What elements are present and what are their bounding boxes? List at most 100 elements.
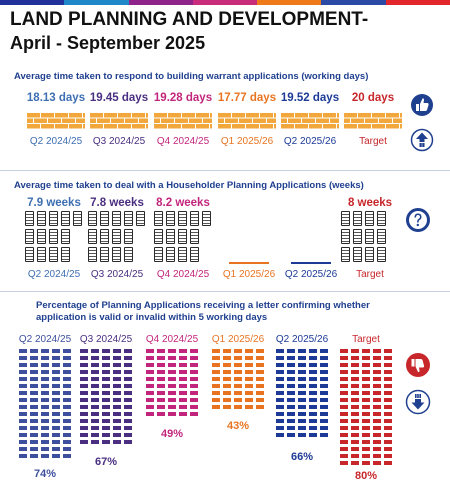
envelope-icon [112, 390, 122, 396]
brick [196, 112, 209, 117]
envelope-icon [383, 439, 393, 445]
envelope-icon [101, 439, 111, 445]
envelope-icon [211, 355, 221, 361]
envelope-icon [79, 425, 89, 431]
envelope-icon [101, 404, 111, 410]
envelope-icon [40, 397, 50, 403]
envelope-icon [62, 383, 72, 389]
document-icon [178, 247, 187, 262]
color-stripe [64, 0, 129, 5]
brick [168, 112, 181, 117]
envelope-icon [297, 397, 307, 403]
valid-letter-percent: 80% [354, 470, 378, 482]
envelope-icon [18, 383, 28, 389]
section-divider [0, 291, 450, 292]
brick [400, 123, 402, 128]
envelope-icon [350, 376, 360, 382]
page-subtitle: April - September 2025 [10, 33, 206, 53]
envelope-icon [286, 383, 296, 389]
valid-letter-quarter-label: Q1 2025/26 [211, 334, 265, 345]
brick [274, 112, 276, 117]
document-icon [377, 229, 386, 244]
envelope-icon [361, 369, 371, 375]
envelope-icon [275, 376, 285, 382]
envelope-icon [112, 383, 122, 389]
envelope-icon [286, 418, 296, 424]
brick [386, 123, 399, 128]
envelope-icon [244, 390, 254, 396]
brick [189, 118, 202, 123]
document-icon [353, 229, 362, 244]
envelope-icon [211, 383, 221, 389]
envelope-icon [350, 439, 360, 445]
envelope-icon [40, 390, 50, 396]
envelope-icon [145, 362, 155, 368]
envelope-icon [79, 376, 89, 382]
building-warrant-quarter-label: Q2 2024/25 [29, 136, 83, 147]
envelope-icon [297, 376, 307, 382]
envelope-icon [101, 397, 111, 403]
envelope-icon [18, 439, 28, 445]
brick [393, 118, 402, 123]
envelope-icon [211, 404, 221, 410]
envelope-icon [361, 460, 371, 466]
envelope-icon [297, 425, 307, 431]
envelope-icon [40, 411, 50, 417]
envelope-icon [90, 397, 100, 403]
document-icon [341, 211, 350, 226]
envelope-icon [350, 390, 360, 396]
color-stripe [192, 0, 258, 5]
envelope-icon [350, 446, 360, 452]
envelope-icon [18, 397, 28, 403]
householder-value: 7.9 weeks [27, 197, 81, 209]
envelope-icon [51, 418, 61, 424]
envelope-icon [18, 425, 28, 431]
document-icon [61, 211, 70, 226]
envelope-icon [372, 397, 382, 403]
valid-letter-quarter-label: Target [352, 334, 380, 345]
envelope-icon [244, 362, 254, 368]
document-icon [49, 229, 58, 244]
envelope-icon [350, 362, 360, 368]
envelope-icon [339, 411, 349, 417]
brick [281, 123, 294, 128]
brick [111, 118, 124, 123]
envelope-icon [62, 404, 72, 410]
envelope-icon [112, 411, 122, 417]
envelope-icon [372, 432, 382, 438]
envelope-icon [372, 348, 382, 354]
envelope-icon [361, 376, 371, 382]
envelope-icon [372, 355, 382, 361]
envelope-icon [233, 390, 243, 396]
envelope-icon [167, 404, 177, 410]
envelope-icon [244, 376, 254, 382]
envelope-icon [211, 397, 221, 403]
envelope-icon [18, 376, 28, 382]
color-stripe [385, 0, 450, 5]
envelope-icon [79, 355, 89, 361]
building-warrant-value: 19.52 days [280, 92, 340, 104]
envelope-icon [167, 411, 177, 417]
envelope-icon [361, 425, 371, 431]
brick [154, 112, 167, 117]
envelope-icon [255, 355, 265, 361]
envelope-icon [29, 355, 39, 361]
envelope-icon [62, 439, 72, 445]
envelope-icon [244, 369, 254, 375]
envelope-icon [79, 362, 89, 368]
envelope-icon [319, 425, 329, 431]
brick [118, 112, 131, 117]
envelope-icon [308, 411, 318, 417]
document-icon [49, 211, 58, 226]
envelope-icon [361, 446, 371, 452]
envelope-icon [101, 369, 111, 375]
valid-letter-title-line2: application is valid or invalid within 5… [36, 312, 268, 323]
envelope-icon [383, 425, 393, 431]
document-icon [61, 247, 70, 262]
envelope-icon [350, 369, 360, 375]
envelope-icon [51, 376, 61, 382]
envelope-icon [90, 404, 100, 410]
envelope-icon [361, 390, 371, 396]
envelope-icon [339, 446, 349, 452]
valid-letter-quarter-label: Q2 2025/26 [275, 334, 329, 345]
